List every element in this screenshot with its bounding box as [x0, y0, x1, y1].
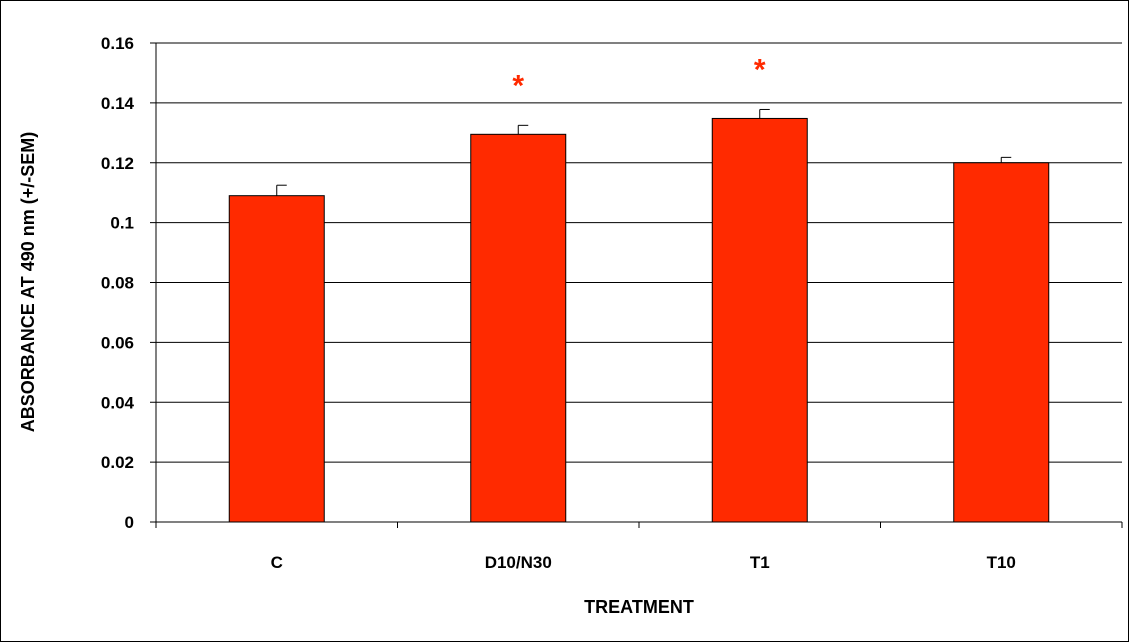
y-tick-label: 0.12 — [101, 154, 134, 173]
x-axis-title: TREATMENT — [584, 597, 694, 617]
y-tick-label: 0.14 — [101, 94, 135, 113]
bar — [228, 195, 325, 523]
y-tick-label: 0.1 — [110, 214, 134, 233]
y-tick-label: 0.06 — [101, 333, 134, 352]
y-axis-title: ABSORBANCE AT 490 nm (+/-SEM) — [18, 132, 38, 433]
y-tick-label: 0.16 — [101, 34, 134, 53]
x-tick-label: C — [271, 553, 283, 572]
axes — [150, 42, 1123, 528]
x-tick-label: D10/N30 — [485, 553, 552, 572]
tick-labels: 0 0.02 0.04 0.06 0.08 0.1 0.12 0.14 0.16 C * D10/N3… — [101, 34, 1016, 572]
y-tick-label: 0.04 — [101, 393, 135, 412]
y-tick-label: 0.08 — [101, 274, 134, 293]
y-tick-label: 0.02 — [101, 453, 134, 472]
bars — [228, 108, 1050, 523]
significance-marker: * — [512, 69, 524, 102]
bar — [953, 162, 1050, 523]
y-tick-label: 0 — [125, 513, 134, 532]
bar — [470, 133, 567, 523]
x-tick-label: T1 — [750, 553, 770, 572]
x-tick-label: T10 — [987, 553, 1016, 572]
significance-marker: * — [754, 53, 766, 86]
bar — [711, 117, 808, 523]
